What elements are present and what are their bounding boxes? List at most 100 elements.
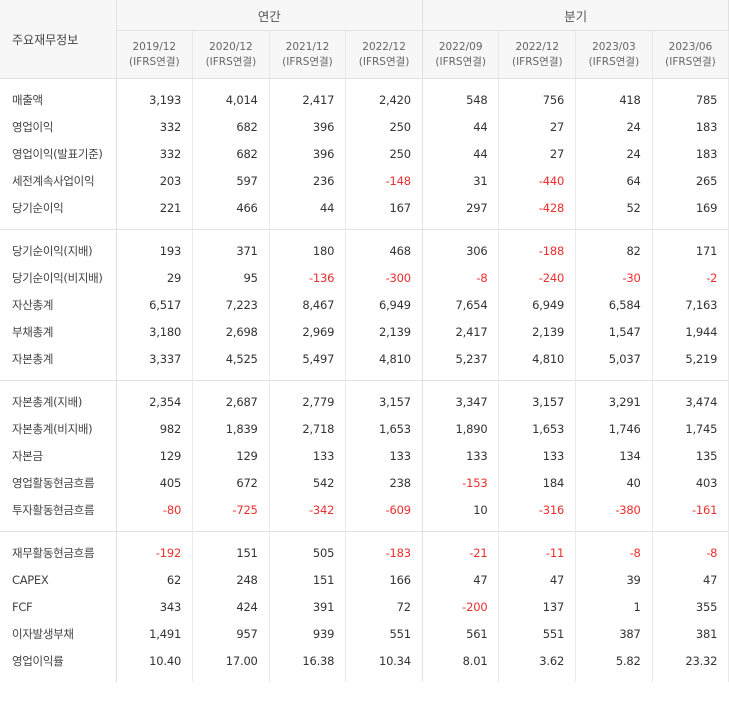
value-cell: 332 — [116, 140, 194, 168]
value-cell: 52 — [575, 194, 653, 221]
value-cell: 672 — [192, 469, 270, 497]
value-cell: 542 — [269, 469, 347, 497]
value-cell: -440 — [498, 167, 577, 195]
table-row: 자본총계(비지배) 982 1,839 2,718 1,653 1,890 1,653 1,7… — [0, 415, 729, 443]
value-cell: -2 — [652, 264, 729, 292]
value-cell: 129 — [192, 442, 270, 470]
value-cell: 5,237 — [422, 345, 500, 372]
value-cell: -240 — [498, 264, 577, 292]
row-label: 당기순이익(지배) — [0, 237, 117, 265]
value-cell: 151 — [269, 566, 347, 594]
value-cell: 10 — [422, 496, 500, 523]
value-cell: 403 — [652, 469, 729, 497]
table-row: 당기순이익(비지배) 29 95 -136 -300 -8 -240 -30 -2 — [0, 264, 729, 292]
row-label: 투자활동현금흐름 — [0, 496, 117, 523]
value-cell: 1,839 — [192, 415, 270, 443]
period-date: 2019/12 — [132, 40, 177, 53]
value-cell: 2,417 — [422, 318, 500, 346]
table-row: 부채총계 3,180 2,698 2,969 2,139 2,417 2,139 1,547 1… — [0, 318, 729, 346]
value-cell: 4,810 — [345, 345, 423, 372]
value-cell: 297 — [422, 194, 500, 221]
value-cell: 129 — [116, 442, 194, 470]
value-cell: 82 — [575, 237, 653, 265]
period-date: 2022/12 — [515, 40, 560, 53]
value-cell: -300 — [345, 264, 423, 292]
value-cell: 16.38 — [269, 647, 347, 674]
row-label: FCF — [0, 593, 117, 621]
row-label: 매출액 — [0, 87, 117, 114]
value-cell: 62 — [116, 566, 194, 594]
table-row: 투자활동현금흐름 -80 -725 -342 -609 10 -316 -380 -161 — [0, 496, 729, 523]
value-cell: -725 — [192, 496, 270, 523]
value-cell: 184 — [498, 469, 577, 497]
value-cell: 27 — [498, 113, 577, 141]
table-row: 자산총계 6,517 7,223 8,467 6,949 7,654 6,949 6,584 7… — [0, 291, 729, 319]
value-cell: -183 — [345, 539, 423, 567]
table-row: FCF 343 424 391 72 -200 137 1 355 — [0, 593, 729, 621]
period-header: 2023/03 (IFRS연결) — [575, 30, 653, 79]
table-row: 재무활동현금흐름 -192 151 505 -183 -21 -11 -8 -8 — [0, 539, 729, 567]
value-cell: 391 — [269, 593, 347, 621]
row-label: 자본총계 — [0, 345, 117, 372]
value-cell: 6,949 — [345, 291, 423, 319]
value-cell: 133 — [498, 442, 577, 470]
value-cell: 982 — [116, 415, 194, 443]
value-cell: 551 — [498, 620, 577, 648]
financial-summary-table: 주요재무정보 연간 분기 2019/12 (IFRS연결) 2020/12 (IFRS… — [0, 0, 729, 682]
value-cell: 551 — [345, 620, 423, 648]
group-spacer — [0, 220, 729, 230]
period-date: 2023/06 — [668, 40, 713, 53]
value-cell: 2,417 — [269, 87, 347, 114]
value-cell: 355 — [652, 593, 729, 621]
period-header-row: 2019/12 (IFRS연결) 2020/12 (IFRS연결) 2021/12 (IF… — [0, 30, 729, 79]
value-cell: 47 — [652, 566, 729, 594]
value-cell: 10.34 — [345, 647, 423, 674]
value-cell: 548 — [422, 87, 500, 114]
value-cell: 332 — [116, 113, 194, 141]
value-cell: 561 — [422, 620, 500, 648]
row-label: 재무활동현금흐름 — [0, 539, 117, 567]
row-label: 자본총계(지배) — [0, 388, 117, 416]
period-header: 2023/06 (IFRS연결) — [652, 30, 729, 79]
value-cell: 3,193 — [116, 87, 194, 114]
value-cell: 169 — [652, 194, 729, 221]
value-cell: 1,746 — [575, 415, 653, 443]
row-label: 영업이익 — [0, 113, 117, 141]
value-cell: -21 — [422, 539, 500, 567]
period-date: 2021/12 — [285, 40, 330, 53]
value-cell: 166 — [345, 566, 423, 594]
value-cell: 44 — [422, 140, 500, 168]
value-cell: 167 — [345, 194, 423, 221]
value-cell: 183 — [652, 140, 729, 168]
row-label: CAPEX — [0, 566, 117, 594]
value-cell: 10.40 — [116, 647, 194, 674]
value-cell: 505 — [269, 539, 347, 567]
row-label: 당기순이익 — [0, 194, 117, 221]
value-cell: -153 — [422, 469, 500, 497]
value-cell: 1 — [575, 593, 653, 621]
value-cell: -148 — [345, 167, 423, 195]
value-cell: 2,779 — [269, 388, 347, 416]
table-row: 영업이익률 10.40 17.00 16.38 10.34 8.01 3.62 5.82 23.… — [0, 647, 729, 674]
table-row: 당기순이익(지배) 193 371 180 468 306 -188 82 171 — [0, 237, 729, 265]
value-cell: 396 — [269, 140, 347, 168]
period-basis: (IFRS연결) — [511, 55, 563, 68]
value-cell: 3,180 — [116, 318, 194, 346]
table-row: CAPEX 62 248 151 166 47 47 39 47 — [0, 566, 729, 594]
value-cell: 2,139 — [498, 318, 577, 346]
value-cell: 64 — [575, 167, 653, 195]
value-cell: -380 — [575, 496, 653, 523]
period-header: 2022/12 (IFRS연결) — [345, 30, 423, 79]
value-cell: 7,163 — [652, 291, 729, 319]
value-cell: 1,944 — [652, 318, 729, 346]
value-cell: 3,291 — [575, 388, 653, 416]
value-cell: -11 — [498, 539, 577, 567]
group-spacer — [0, 229, 729, 238]
period-header: 2020/12 (IFRS연결) — [192, 30, 270, 79]
value-cell: -8 — [652, 539, 729, 567]
table-row: 영업활동현금흐름 405 672 542 238 -153 184 40 403 — [0, 469, 729, 497]
value-cell: 3,157 — [498, 388, 577, 416]
value-cell: 5,497 — [269, 345, 347, 372]
value-cell: 180 — [269, 237, 347, 265]
value-cell: 6,949 — [498, 291, 577, 319]
